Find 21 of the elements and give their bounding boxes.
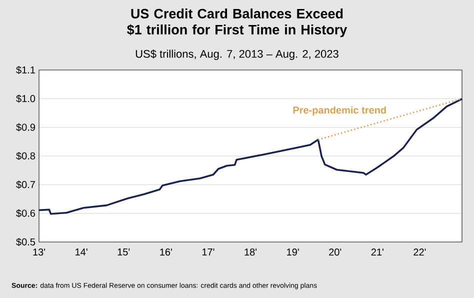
- x-tick-label: 17': [202, 248, 214, 256]
- x-tick-label: 15': [118, 248, 130, 256]
- x-tick-label: 19': [287, 248, 299, 256]
- x-tick-label: 18': [244, 248, 257, 256]
- chart-subtitle: US$ trillions, Aug. 7, 2013 – Aug. 2, 2023: [136, 50, 338, 60]
- x-tick-label: 22': [414, 248, 426, 256]
- y-tick-label: $0.8: [16, 152, 36, 160]
- y-tick-label: $0.6: [16, 209, 36, 218]
- y-tick-label: $0.7: [16, 180, 35, 189]
- x-tick-label: 21': [371, 248, 384, 256]
- series-label: Pre-pandemic trend: [293, 106, 386, 116]
- x-tick-label: 13': [33, 248, 46, 256]
- x-tick-label: 20': [329, 248, 342, 256]
- y-tick-label: $0.9: [16, 123, 36, 132]
- chart-title: US Credit Card Balances Exceed $1 trillion for First Time in History: [127, 8, 348, 38]
- x-tick-label: 16': [160, 248, 172, 256]
- line-series: [38, 98, 463, 215]
- y-tick-label: $1.0: [16, 94, 36, 103]
- y-tick-label: $0.5: [16, 238, 36, 246]
- y-tick-label: $1.1: [16, 66, 35, 74]
- x-tick-label: 14': [76, 248, 88, 256]
